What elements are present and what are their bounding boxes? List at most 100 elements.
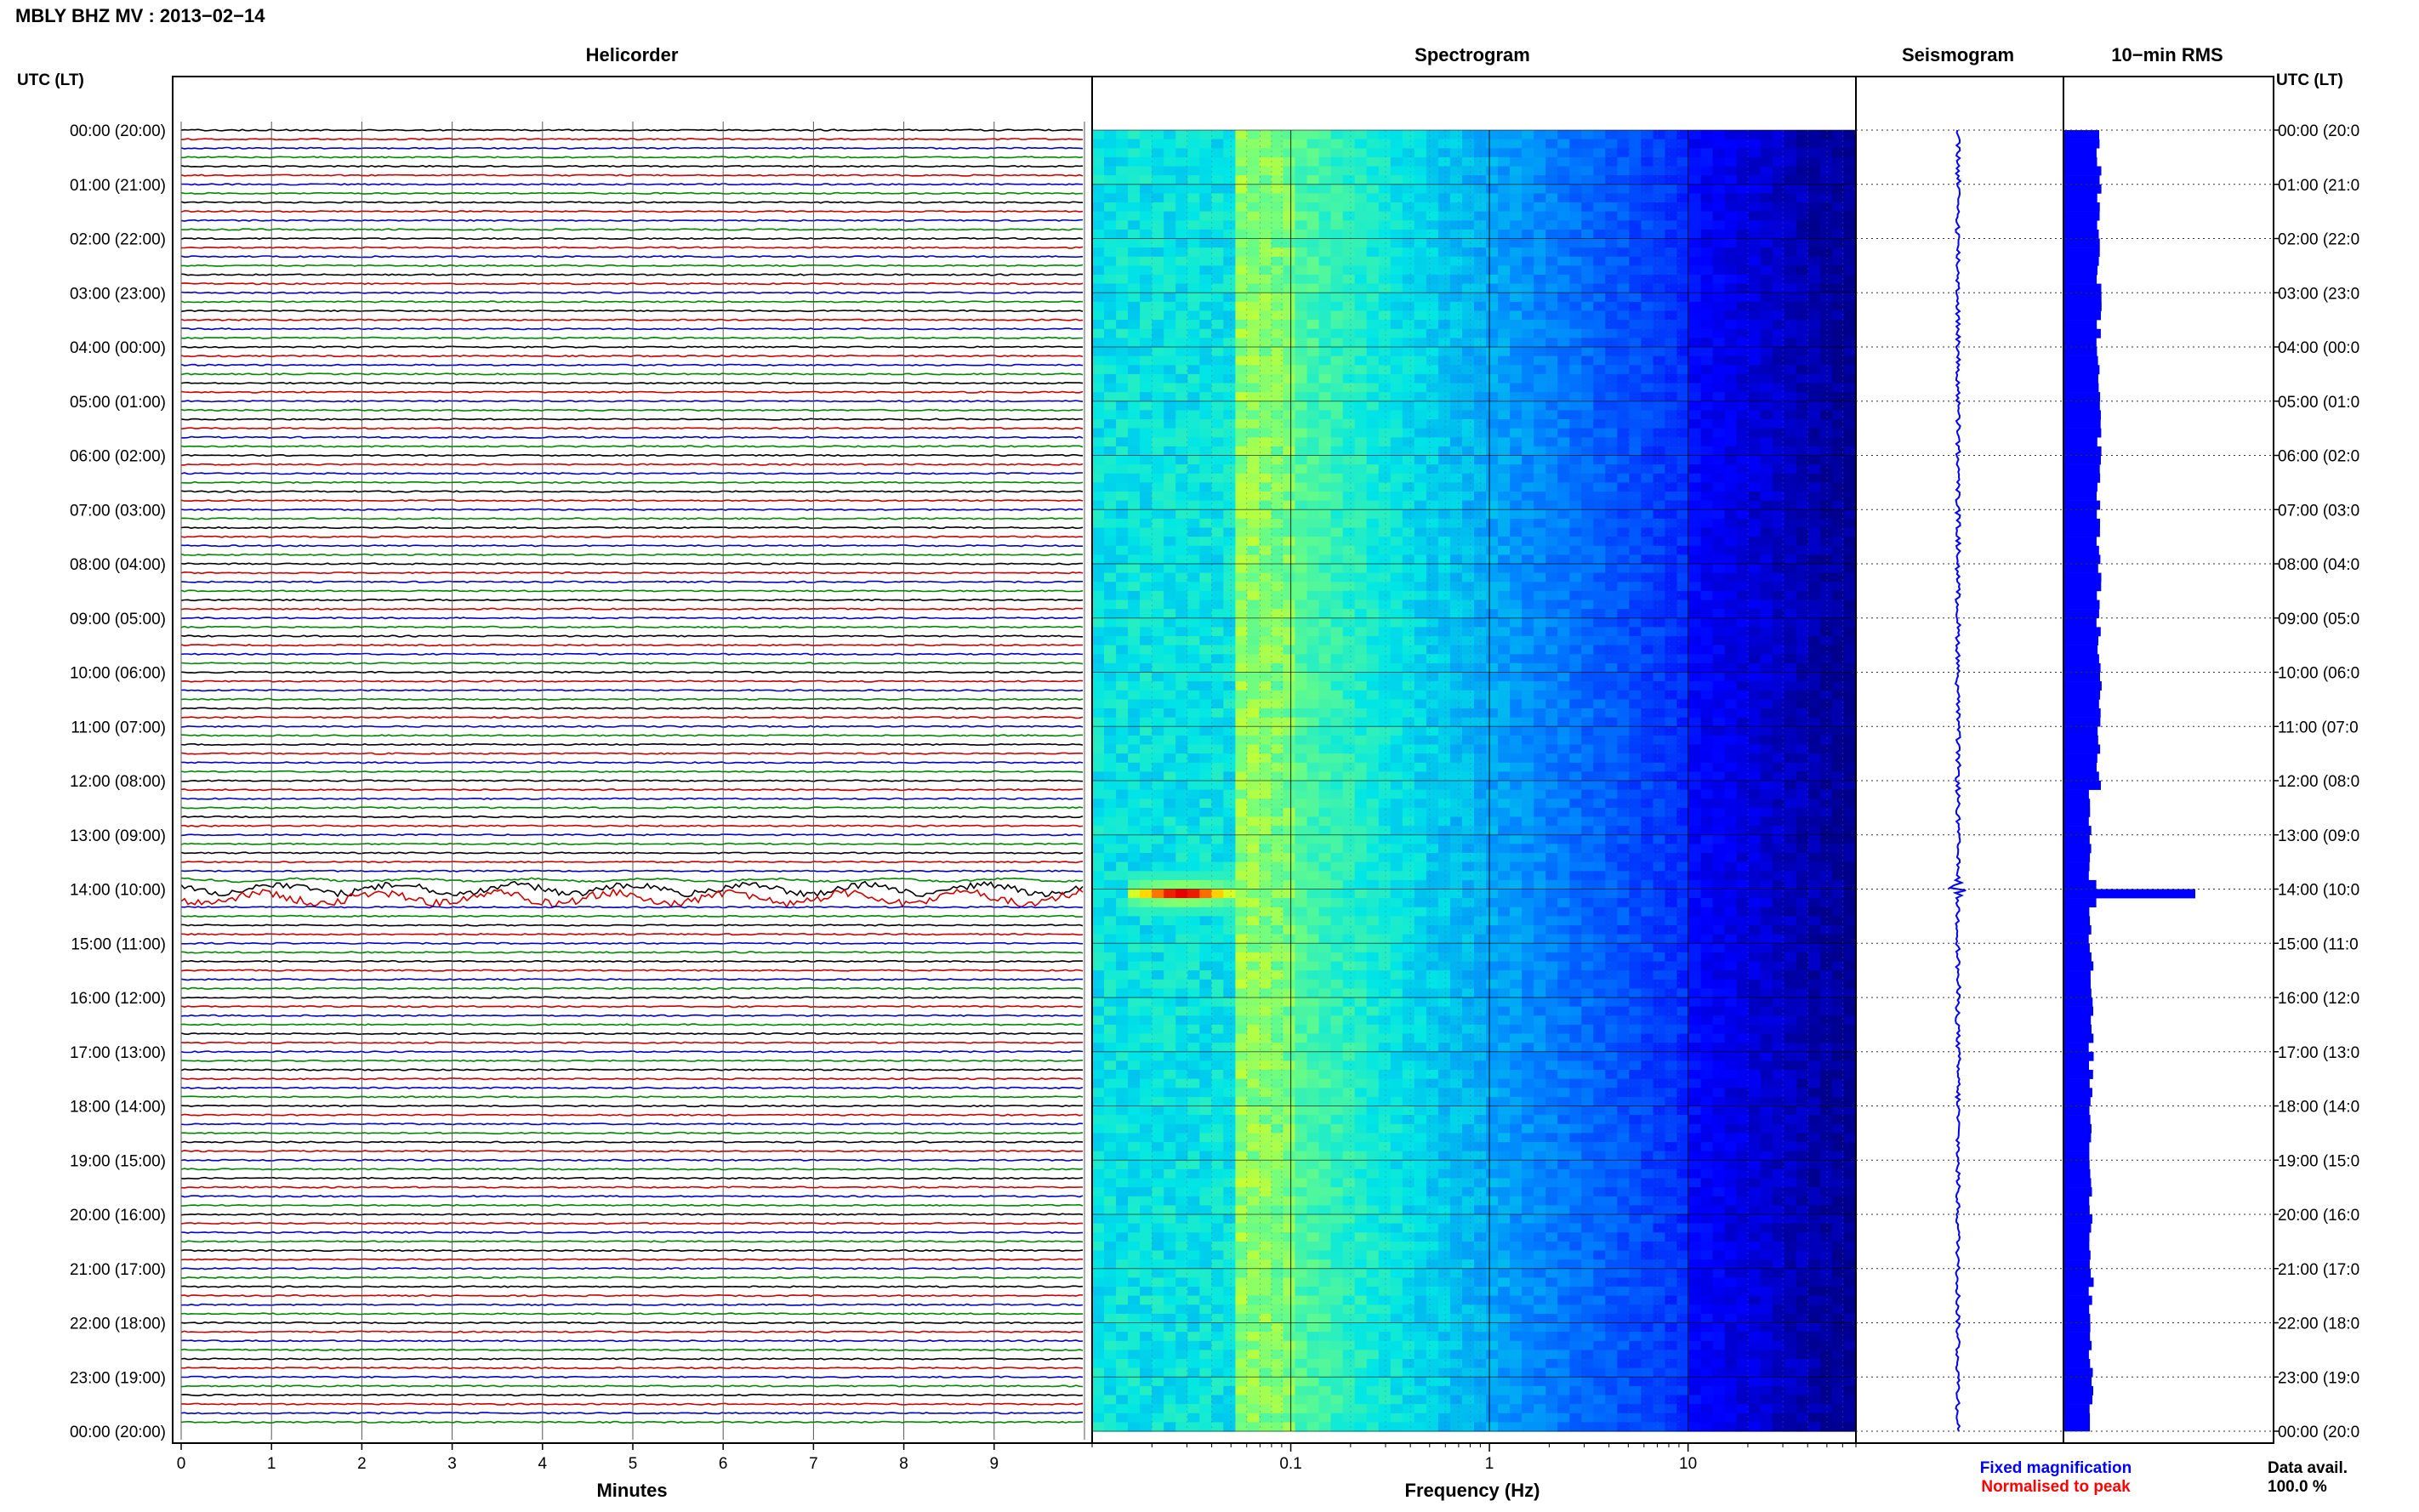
spectrogram-cell <box>1140 500 1153 510</box>
spectrogram-cell <box>1092 139 1105 149</box>
spectrogram-cell <box>1318 590 1332 601</box>
spectrogram-cell <box>1414 455 1427 465</box>
spectrogram-cell <box>1462 753 1475 764</box>
spectrogram-cell <box>1534 645 1546 655</box>
spectrogram-cell <box>1128 690 1141 700</box>
spectrogram-cell <box>1653 609 1666 619</box>
spectrogram-cell <box>1486 428 1499 438</box>
spectrogram-cell <box>1724 590 1738 601</box>
spectrogram-cell <box>1605 762 1618 772</box>
spectrogram-cell <box>1140 373 1153 384</box>
spectrogram-cell <box>1283 184 1296 194</box>
spectrogram-cell <box>1116 762 1129 772</box>
spectrogram-cell <box>1545 392 1558 402</box>
spectrogram-cell <box>1831 518 1845 529</box>
spectrogram-cell <box>1140 771 1153 782</box>
spectrogram-cell <box>1593 256 1606 266</box>
spectrogram-cell <box>1295 373 1308 384</box>
spectrogram-cell <box>1414 527 1427 537</box>
spectrogram-cell <box>1283 699 1296 709</box>
spectrogram-cell <box>1736 482 1750 492</box>
spectrogram-cell <box>1152 229 1164 240</box>
spectrogram-cell <box>1199 708 1212 719</box>
spectrogram-cell <box>1104 816 1117 827</box>
spectrogram-cell <box>1449 401 1463 411</box>
spectrogram-cell <box>1235 338 1248 348</box>
spectrogram-cell <box>1736 492 1750 502</box>
spectrogram-cell <box>1712 537 1726 547</box>
spectrogram-cell <box>1187 220 1200 230</box>
spectrogram-cell <box>1247 645 1260 655</box>
spectrogram-cell <box>1581 609 1594 619</box>
spectrogram-cell <box>1330 753 1344 764</box>
spectrogram-cell <box>1796 527 1809 537</box>
spectrogram-cell <box>1104 564 1117 574</box>
spectrogram-cell <box>1581 365 1594 375</box>
spectrogram-cell <box>1712 383 1726 393</box>
spectrogram-cell <box>1641 365 1653 375</box>
spectrogram-cell <box>1712 645 1726 655</box>
spectrogram-cell <box>1629 771 1642 782</box>
spectrogram-cell <box>1831 130 1845 140</box>
spectrogram-cell <box>1259 509 1272 520</box>
spectrogram-cell <box>1844 609 1857 619</box>
spectrogram-cell <box>1318 310 1332 321</box>
spectrogram-cell <box>1653 582 1666 592</box>
spectrogram-cell <box>1449 247 1463 258</box>
spectrogram-cell <box>1211 220 1224 230</box>
spectrogram-cell <box>1449 572 1463 583</box>
spectrogram-cell <box>1366 365 1380 375</box>
spectrogram-cell <box>1175 807 1188 818</box>
spectrogram-cell <box>1593 320 1606 330</box>
spectrogram-cell <box>1617 799 1630 809</box>
spectrogram-cell <box>1534 617 1546 628</box>
spectrogram-cell <box>1807 527 1821 537</box>
spectrogram-cell <box>1128 455 1141 465</box>
spectrogram-cell <box>1437 419 1451 429</box>
spectrogram-cell <box>1796 355 1809 366</box>
spectrogram-cell <box>1366 455 1380 465</box>
spectrogram-cell <box>1092 464 1105 475</box>
spectrogram-cell <box>1164 662 1176 674</box>
spectrogram-cell <box>1534 492 1546 502</box>
spectrogram-cell <box>1534 275 1546 285</box>
spectrogram-cell <box>1653 564 1666 574</box>
spectrogram-cell <box>1736 328 1750 338</box>
spectrogram-cell <box>1128 437 1141 447</box>
spectrogram-cell <box>1557 464 1570 475</box>
spectrogram-cell <box>1557 636 1570 646</box>
spectrogram-cell <box>1665 789 1678 799</box>
spectrogram-cell <box>1271 627 1284 637</box>
spectrogram-cell <box>1688 410 1702 420</box>
spectrogram-cell <box>1378 283 1392 293</box>
spectrogram-cell <box>1462 410 1475 420</box>
spectrogram-cell <box>1593 482 1606 492</box>
spectrogram-cell <box>1283 247 1296 258</box>
spectrogram-cell <box>1187 310 1200 321</box>
spectrogram-cell <box>1402 717 1415 727</box>
spectrogram-cell <box>1712 166 1726 176</box>
spectrogram-cell <box>1128 148 1141 158</box>
spectrogram-cell <box>1760 437 1773 447</box>
spectrogram-cell <box>1402 492 1415 502</box>
spectrogram-cell <box>1498 816 1511 827</box>
spectrogram-cell <box>1486 166 1499 176</box>
spectrogram-cell <box>1164 609 1176 619</box>
spectrogram-cell <box>1844 816 1857 827</box>
spectrogram-cell <box>1522 130 1534 140</box>
spectrogram-cell <box>1390 328 1403 338</box>
spectrogram-cell <box>1140 482 1153 492</box>
spectrogram-cell <box>1819 627 1833 637</box>
spectrogram-cell <box>1414 184 1427 194</box>
spectrogram-cell <box>1092 310 1105 321</box>
spectrogram-cell <box>1092 130 1105 140</box>
spectrogram-cell <box>1819 473 1833 483</box>
spectrogram-cell <box>1211 156 1224 168</box>
spectrogram-cell <box>1534 328 1546 338</box>
spectrogram-cell <box>1522 807 1534 818</box>
spectrogram-cell <box>1128 347 1141 357</box>
spectrogram-cell <box>1437 518 1451 529</box>
spectrogram-cell <box>1437 166 1451 176</box>
spectrogram-cell <box>1140 645 1153 655</box>
spectrogram-cell <box>1116 247 1129 258</box>
